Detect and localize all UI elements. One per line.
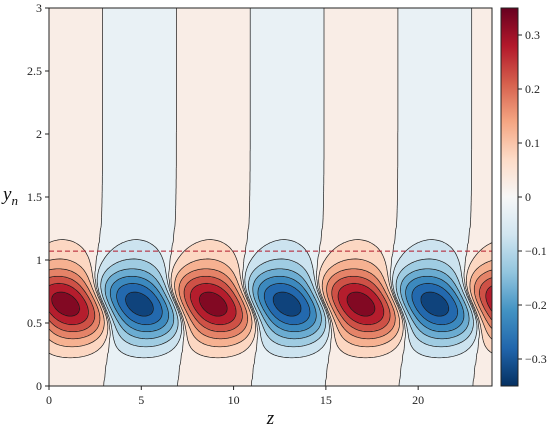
colorbar-tick-label: 0.1 <box>525 136 540 150</box>
y-tick-label: 0.5 <box>27 316 42 330</box>
y-tick-label: 1 <box>36 253 42 267</box>
colorbar-tick-label: −0.2 <box>525 298 547 312</box>
y-tick-label: 1.5 <box>27 190 42 204</box>
contour-line <box>49 268 492 340</box>
contour-line <box>94 8 480 386</box>
y-tick-label: 3 <box>36 1 42 15</box>
x-tick-label: 15 <box>320 393 332 407</box>
contour-line <box>49 283 492 326</box>
contour-line <box>116 283 458 326</box>
contour-line <box>100 258 474 348</box>
y-axis-label: yn <box>1 184 18 208</box>
colorbar-tick-label: −0.1 <box>525 244 547 258</box>
contour-field <box>49 8 492 386</box>
y-tick-label: 2.5 <box>27 64 42 78</box>
colorbar-tick-label: −0.3 <box>525 352 547 366</box>
y-tick-label: 0 <box>36 379 42 393</box>
y-tick-label: 2 <box>36 127 42 141</box>
colorbar-gradient <box>500 7 519 387</box>
contour-line <box>49 239 492 359</box>
colorbar-ticks: 0.3 0.2 0.1 0 −0.1 −0.2 −0.3 <box>518 28 547 366</box>
colorbar-tick-label: 0.3 <box>525 28 540 42</box>
colorbar: 0.3 0.2 0.1 0 −0.1 −0.2 −0.3 <box>500 7 547 387</box>
contour-line <box>96 239 478 359</box>
x-tick-label: 10 <box>228 393 240 407</box>
x-axis: 0 5 10 15 20 <box>46 386 424 407</box>
contour-line <box>49 258 492 348</box>
contour-line <box>104 268 470 340</box>
contour-line <box>51 291 376 317</box>
contour-line <box>49 275 492 333</box>
y-axis: 0 0.5 1 1.5 2 2.5 3 <box>27 1 49 393</box>
contour-line <box>109 275 465 333</box>
x-axis-label: z <box>266 408 275 429</box>
colorbar-tick-label: 0 <box>525 190 531 204</box>
contour-lines <box>49 8 492 386</box>
x-tick-label: 0 <box>46 393 52 407</box>
x-tick-label: 20 <box>412 393 424 407</box>
plot-area <box>49 8 492 386</box>
colorbar-tick-label: 0.2 <box>525 82 540 96</box>
x-tick-label: 5 <box>138 393 144 407</box>
contour-line <box>125 291 450 317</box>
